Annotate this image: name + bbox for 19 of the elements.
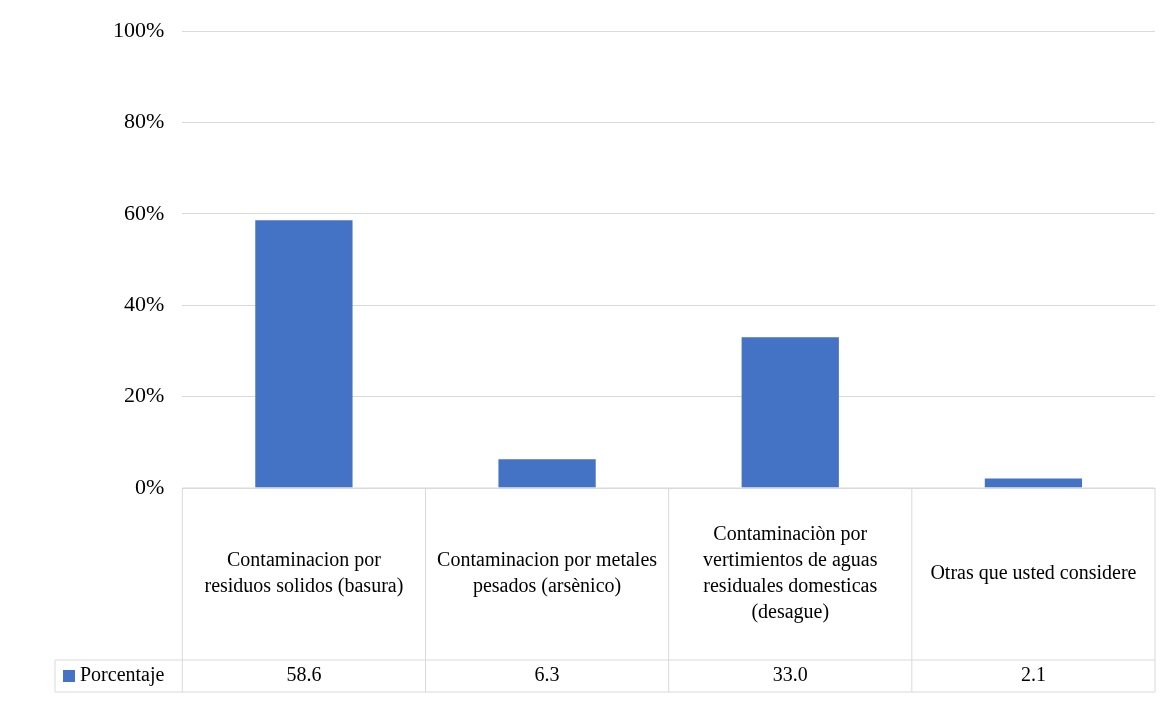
x-tick-label: Contaminacion por residuos solidos (basura) [204,548,404,598]
y-tick-label: 60% [124,199,165,225]
y-tick-label: 100% [113,16,165,42]
data-label: 33.0 [772,663,808,686]
x-tick-label: Contaminacion por metales pesados (arsènico) [437,548,658,598]
legend-label: Porcentaje [80,663,165,687]
x-tick-label: Contaminaciòn por vertimientos de aguas residuales domesticas (desague) [703,522,878,624]
data-label: 2.1 [1020,663,1046,686]
x-tick-label: Otras que usted considere [930,561,1137,585]
y-tick-label: 0% [135,473,165,499]
data-label: 58.6 [286,663,322,686]
bar [984,478,1083,488]
y-tick-label: 40% [124,291,165,317]
bar [741,337,839,488]
bar [255,220,353,488]
bar [498,459,596,488]
data-label: 6.3 [534,663,560,686]
y-tick-label: 20% [124,382,165,408]
y-tick-label: 80% [124,108,165,134]
